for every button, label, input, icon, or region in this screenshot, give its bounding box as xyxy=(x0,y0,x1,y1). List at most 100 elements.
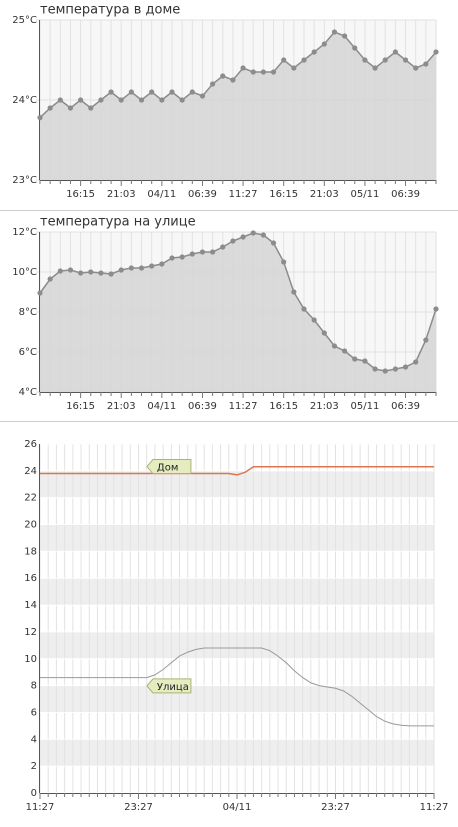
marker xyxy=(159,97,165,103)
marker xyxy=(78,270,84,276)
legend-label: Дом xyxy=(157,463,178,474)
marker xyxy=(230,238,236,244)
marker xyxy=(331,29,338,35)
marker xyxy=(240,65,246,71)
marker xyxy=(321,330,327,336)
x-tick-label: 05/11 xyxy=(351,189,380,200)
marker xyxy=(149,263,155,269)
marker xyxy=(88,105,94,111)
marker xyxy=(138,265,145,271)
y-tick-label: 20 xyxy=(24,520,37,531)
line xyxy=(40,647,434,727)
marker xyxy=(138,97,145,103)
marker xyxy=(88,269,94,275)
x-tick-label: 23:27 xyxy=(321,802,350,813)
chart-title: температура на улице xyxy=(40,215,196,230)
flag-shape xyxy=(146,459,192,475)
marker xyxy=(98,97,104,103)
marker xyxy=(220,244,226,250)
y-tick-label: 26 xyxy=(24,439,37,450)
x-tick-label: 06:39 xyxy=(391,401,420,412)
x-tick-label: 11:27 xyxy=(26,802,55,813)
marker xyxy=(402,57,409,63)
y-tick-label: 0 xyxy=(31,788,37,799)
y-tick-label: 8 xyxy=(31,681,37,692)
marker xyxy=(220,73,226,79)
x-tick-label: 06:39 xyxy=(391,189,420,200)
legend-label: Улица xyxy=(157,682,189,693)
marker xyxy=(311,49,317,55)
area xyxy=(40,32,436,180)
marker xyxy=(57,268,63,274)
marker xyxy=(321,41,327,47)
x-tick-label: 21:03 xyxy=(310,401,339,412)
marker xyxy=(301,306,307,312)
x-tick-label: 16:15 xyxy=(66,189,95,200)
x-tick-label: 06:39 xyxy=(188,401,217,412)
marker xyxy=(169,89,175,95)
marker xyxy=(108,89,114,95)
x-tick-label: 05/11 xyxy=(351,401,380,412)
y-tick-label: 16 xyxy=(24,573,37,584)
y-tick-label: 14 xyxy=(24,600,37,611)
x-tick-label: 04/11 xyxy=(223,802,252,813)
x-tick-label: 11:27 xyxy=(420,802,449,813)
marker xyxy=(260,69,266,75)
marker xyxy=(260,232,266,238)
y-tick-label: 18 xyxy=(24,546,37,557)
marker xyxy=(342,33,348,39)
marker xyxy=(210,249,216,255)
marker xyxy=(301,57,307,63)
y-tick-label: 24 xyxy=(24,466,37,477)
x-tick-label: 21:03 xyxy=(107,401,136,412)
marker xyxy=(47,105,53,111)
marker xyxy=(352,356,358,362)
marker xyxy=(128,265,134,271)
marker xyxy=(372,366,378,372)
marker xyxy=(108,271,114,277)
y-tick-label: 10°C xyxy=(12,267,37,278)
marker xyxy=(169,255,175,261)
y-tick-label: 22 xyxy=(24,493,37,504)
marker xyxy=(423,61,429,67)
flag-shape xyxy=(146,678,192,694)
marker xyxy=(98,270,104,276)
marker xyxy=(57,97,63,103)
marker xyxy=(128,89,134,95)
line xyxy=(40,466,434,476)
marker xyxy=(67,105,74,111)
series-flag: Дом xyxy=(146,459,192,475)
line xyxy=(39,232,437,372)
marker xyxy=(37,115,43,121)
marker xyxy=(118,97,124,103)
x-tick-label: 04/11 xyxy=(147,189,176,200)
marker xyxy=(47,276,53,282)
x-tick-label: 04/11 xyxy=(147,401,176,412)
area xyxy=(40,233,436,392)
marker xyxy=(331,343,338,349)
marker xyxy=(281,259,287,265)
marker xyxy=(67,267,74,273)
y-tick-label: 12°C xyxy=(12,227,37,238)
marker xyxy=(413,359,419,365)
marker xyxy=(352,45,358,51)
y-tick-label: 6 xyxy=(31,707,37,718)
x-tick-label: 23:27 xyxy=(124,802,153,813)
marker xyxy=(159,261,165,267)
marker xyxy=(402,364,409,370)
x-tick-label: 11:27 xyxy=(229,189,258,200)
marker xyxy=(78,97,84,103)
y-tick-label: 12 xyxy=(24,627,37,638)
marker xyxy=(37,290,43,296)
marker xyxy=(149,89,155,95)
y-tick-label: 24°C xyxy=(12,95,37,106)
x-tick-label: 21:03 xyxy=(107,189,136,200)
marker xyxy=(189,251,195,257)
marker xyxy=(362,358,368,364)
marker xyxy=(392,366,398,372)
y-tick-label: 2 xyxy=(31,761,37,772)
marker xyxy=(433,306,439,312)
marker xyxy=(413,65,419,71)
x-tick-label: 16:15 xyxy=(66,401,95,412)
x-tick-label: 16:15 xyxy=(269,189,298,200)
